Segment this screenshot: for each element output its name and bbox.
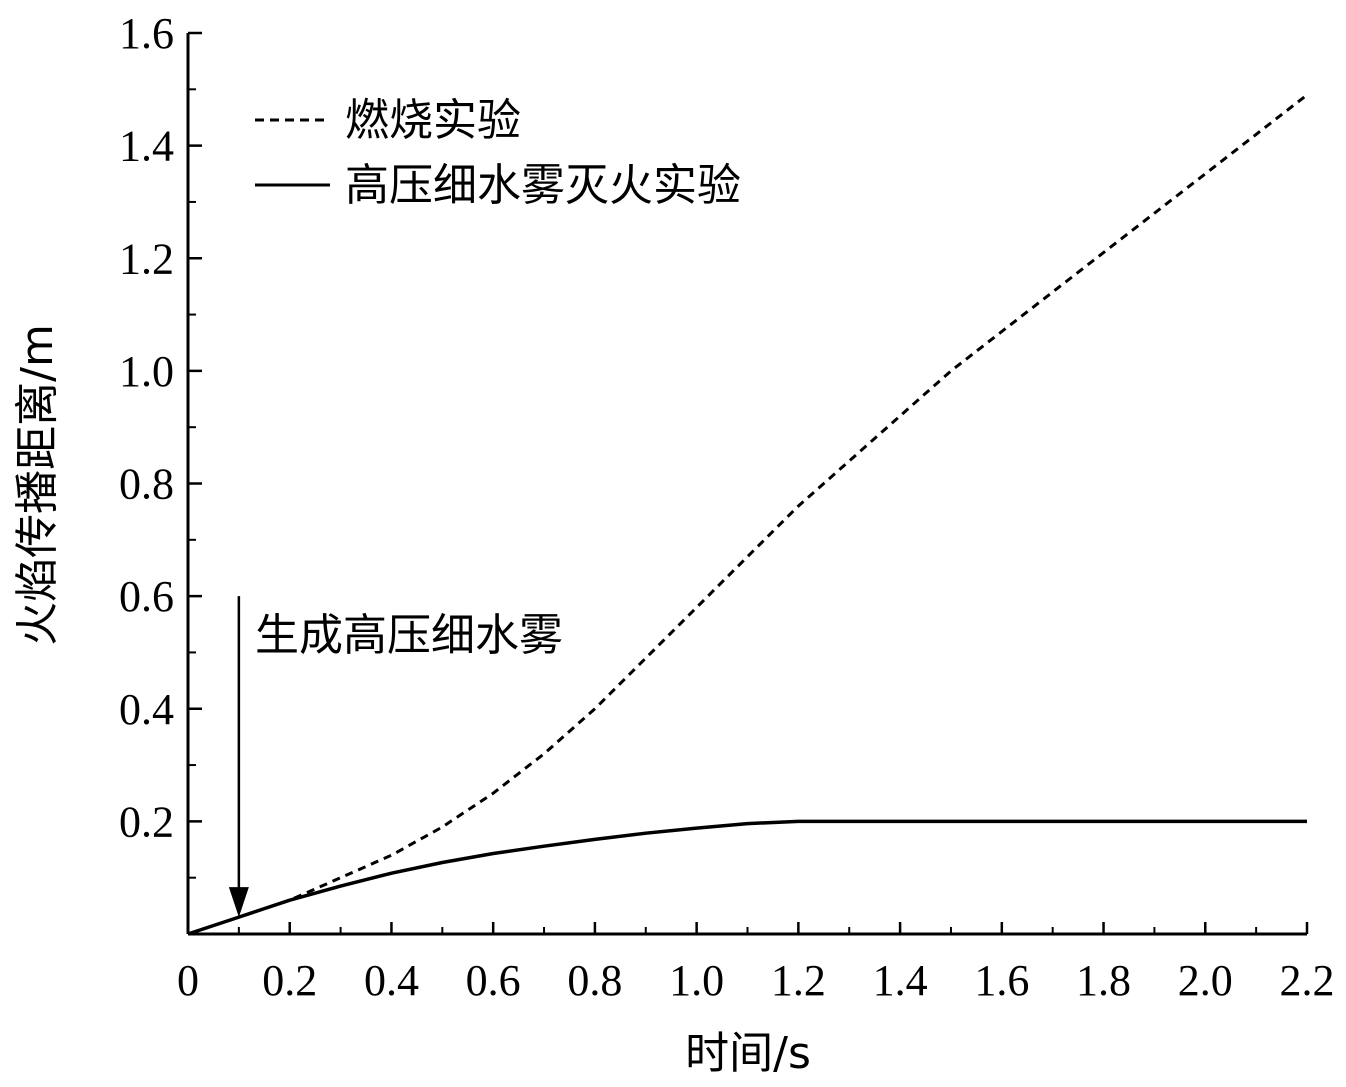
y-tick-label: 1.2: [119, 234, 174, 283]
x-tick-label: 1.0: [669, 956, 724, 1005]
x-tick-label: 1.8: [1076, 956, 1131, 1005]
x-tick-label: 1.6: [974, 956, 1029, 1005]
x-axis-title: 时间/s: [685, 1028, 811, 1079]
y-tick-label: 1.0: [119, 347, 174, 396]
y-tick-label: 0.2: [119, 797, 174, 846]
legend: 燃烧实验 高压细水雾灭火实验: [255, 95, 741, 211]
annotation-arrow-head: [228, 887, 249, 918]
y-tick-label: 1.4: [119, 122, 174, 171]
x-tick-label: 1.4: [873, 956, 928, 1005]
x-tick-label: 2.2: [1280, 956, 1335, 1005]
y-tick-label: 0.8: [119, 460, 174, 509]
x-tick-label: 0.8: [567, 956, 622, 1005]
legend-label-watermist: 高压细水雾灭火实验: [345, 160, 741, 211]
x-tick-label: 0: [177, 956, 199, 1005]
x-tick-label: 0.4: [364, 956, 419, 1005]
y-tick-label: 0.4: [119, 685, 174, 734]
y-tick-label: 1.6: [119, 9, 174, 58]
y-axis-title: 火焰传播距离/m: [12, 324, 63, 646]
x-tick-label: 1.2: [771, 956, 826, 1005]
y-tick-label: 0.6: [119, 572, 174, 621]
legend-label-combustion: 燃烧实验: [345, 95, 521, 146]
series-line-combustion: [187, 93, 1308, 936]
series-line-watermist: [187, 819, 1307, 936]
annotation-label: 生成高压细水雾: [255, 610, 563, 661]
annotation: 生成高压细水雾: [228, 596, 563, 918]
x-tick-label: 2.0: [1178, 956, 1233, 1005]
x-tick-label: 0.2: [262, 956, 317, 1005]
x-tick-label: 0.6: [466, 956, 521, 1005]
series-layer: [187, 93, 1308, 936]
tick-labels: 0 0.2 0.4 0.6 0.8 1.0 1.2 1.4 1.6 1.8 2.0 2.2 0.2 0.4…: [119, 9, 1335, 1005]
